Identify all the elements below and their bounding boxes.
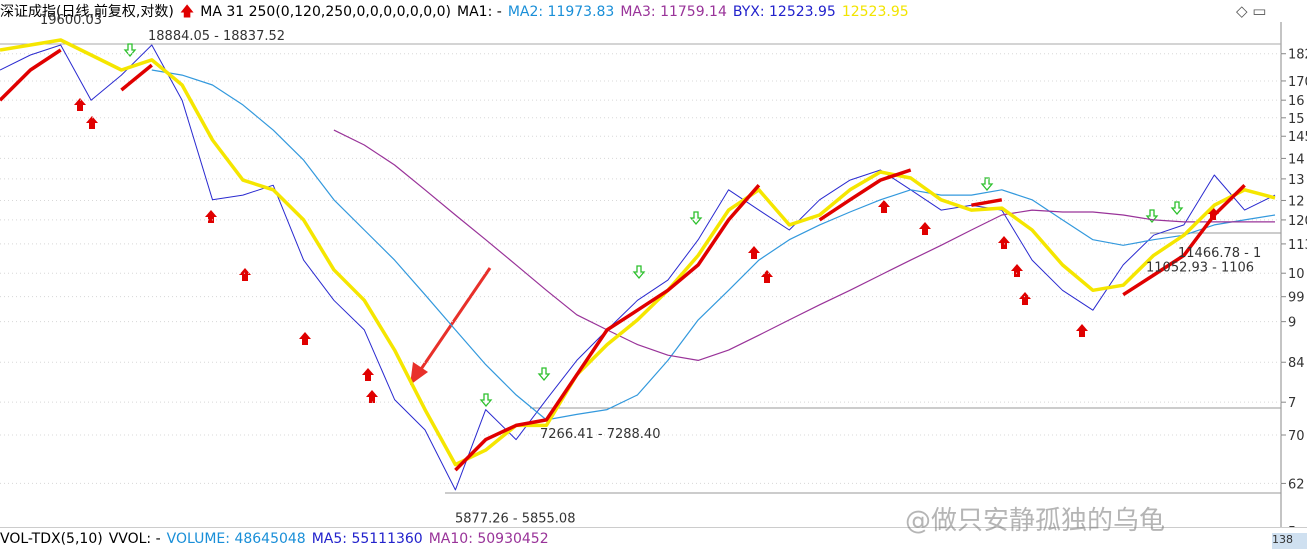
series-line bbox=[151, 69, 1276, 421]
ma10: MA10: 50930452 bbox=[428, 531, 549, 547]
y-tick-label: 113 bbox=[1288, 238, 1307, 253]
up-icon: 🡅 bbox=[179, 4, 195, 20]
y-tick-label: 14 bbox=[1288, 152, 1305, 167]
annotation: 7266.41 - 7288.40 bbox=[540, 427, 660, 442]
series-line bbox=[0, 48, 1246, 472]
y-tick-label: 84 bbox=[1288, 356, 1305, 371]
pointer-arrow-head bbox=[410, 362, 428, 385]
watermark: @做只安静孤独的乌龟 bbox=[905, 506, 1166, 536]
annotation: 19600.03 bbox=[40, 13, 102, 28]
series-line bbox=[0, 44, 1276, 491]
y-tick-label: 62 bbox=[1288, 477, 1305, 492]
chart: 1821701615145141312120113109998477062519… bbox=[0, 13, 1307, 527]
footer-bar: VOL-TDX(5,10) VVOL: - VOLUME: 48645048 MA5:… bbox=[0, 527, 1307, 550]
y-tick-label: 5 bbox=[1288, 525, 1296, 527]
volume: VOLUME: 48645048 bbox=[166, 531, 306, 547]
y-tick-label: 12 bbox=[1288, 194, 1305, 209]
vvol: VVOL: - bbox=[108, 531, 161, 547]
y-tick-label: 182 bbox=[1288, 48, 1307, 63]
y-tick-label: 15 bbox=[1288, 112, 1305, 127]
corner-box: 138 bbox=[1272, 533, 1307, 549]
y-tick-label: 10 bbox=[1288, 267, 1305, 282]
y-tick-label: 9 bbox=[1288, 316, 1296, 331]
ma2: MA2: 11973.83 bbox=[507, 4, 615, 20]
signal-arrows bbox=[74, 98, 1219, 403]
y-tick-label: 99 bbox=[1288, 291, 1305, 306]
last: 12523.95 bbox=[841, 4, 909, 20]
annotation: 18884.05 - 18837.52 bbox=[148, 29, 285, 44]
series-line bbox=[333, 129, 1275, 361]
vol-indicator: VOL-TDX(5,10) bbox=[0, 531, 103, 547]
annotation: 11052.93 - 1106 bbox=[1146, 261, 1254, 276]
series-line bbox=[0, 38, 1276, 467]
y-tick-label: 145 bbox=[1288, 130, 1307, 145]
y-tick-label: 7 bbox=[1288, 396, 1296, 411]
ma3: MA3: 11759.14 bbox=[620, 4, 727, 20]
header-bar: 深证成指(日线,前复权,对数) 🡅 MA 31 250(0,120,250,0,0,… bbox=[0, 0, 1307, 24]
annotation: 5877.26 - 5855.08 bbox=[455, 511, 575, 526]
y-tick-label: 70 bbox=[1288, 429, 1305, 444]
ma1: MA1: - bbox=[457, 4, 502, 20]
ma5: MA5: 55111360 bbox=[311, 531, 423, 547]
annotation: 11466.78 - 1 bbox=[1178, 246, 1261, 261]
y-tick-label: 170 bbox=[1288, 75, 1307, 90]
y-tick-label: 120 bbox=[1288, 214, 1307, 229]
pointer-arrow bbox=[413, 267, 492, 379]
toolbar-icons[interactable]: ◇ ▭ bbox=[1236, 2, 1267, 20]
signal-arrows-green bbox=[123, 43, 1184, 408]
y-tick-label: 13 bbox=[1288, 173, 1305, 188]
indicator: MA 31 250(0,120,250,0,0,0,0,0,0,0) bbox=[200, 4, 452, 20]
y-tick-label: 16 bbox=[1288, 94, 1305, 109]
title: 深证成指(日线,前复权,对数) bbox=[0, 4, 174, 20]
byx: BYX: 12523.95 bbox=[732, 4, 836, 20]
